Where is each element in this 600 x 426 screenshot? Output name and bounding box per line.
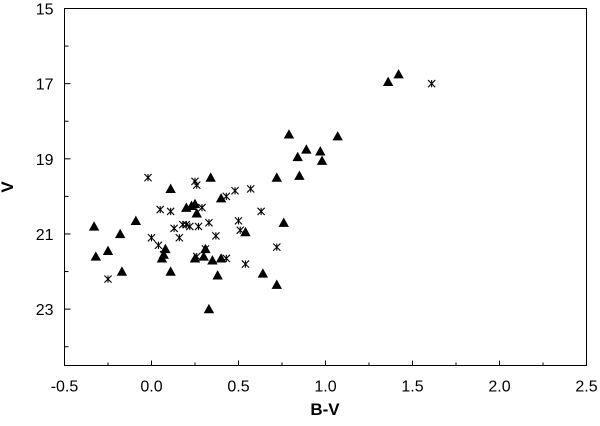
asterisk-point — [159, 250, 168, 259]
triangle-point — [165, 266, 176, 276]
y-tick-label: 21 — [36, 227, 54, 244]
plot-frame — [64, 8, 587, 366]
triangle-point — [215, 253, 227, 263]
asterisk-point — [222, 192, 231, 201]
y-tick-label: 19 — [36, 152, 54, 169]
asterisk-point — [147, 233, 156, 242]
triangle-point — [160, 243, 171, 254]
asterisk-point — [241, 260, 250, 269]
triangle-point — [165, 183, 176, 194]
y-axis-title: V — [0, 181, 17, 193]
asterisk-point — [222, 254, 231, 263]
triangle-point — [198, 251, 209, 261]
triangle-point — [189, 198, 201, 209]
triangle-point — [294, 170, 305, 180]
triangle-point — [203, 303, 215, 314]
x-tick-label: 1.5 — [401, 379, 423, 396]
asterisk-point — [154, 241, 163, 250]
asterisk-point — [185, 222, 194, 231]
y-tick-label: 15 — [36, 2, 54, 19]
triangle-point — [283, 129, 295, 139]
triangle-point — [301, 144, 312, 154]
triangle-point — [393, 69, 404, 79]
y-axis-ticks: 15 17 19 21 23 — [36, 2, 71, 348]
triangle-point — [215, 193, 227, 203]
asterisk-point — [201, 245, 210, 253]
triangle-point — [271, 172, 282, 182]
data-markers — [88, 69, 436, 314]
y-tick-label: 17 — [36, 77, 54, 94]
asterisk-point — [178, 220, 187, 229]
triangle-point — [332, 131, 343, 141]
asterisk-point — [257, 207, 266, 216]
asterisk-point — [194, 222, 203, 231]
asterisk-point — [272, 243, 281, 252]
x-axis-ticks: -0.5 0.0 0.5 1.0 1.5 2.0 2.5 — [51, 360, 598, 396]
triangle-point — [90, 251, 102, 261]
x-tick-label: -0.5 — [51, 379, 79, 396]
triangle-point — [130, 215, 142, 225]
triangle-point — [271, 279, 282, 289]
triangle-point — [114, 228, 126, 239]
triangle-point — [257, 268, 269, 278]
triangle-point — [102, 245, 114, 256]
asterisk-point — [192, 252, 201, 261]
asterisk-point — [234, 216, 243, 225]
asterisk-point — [236, 226, 245, 235]
asterisk-point — [175, 233, 184, 242]
triangle-point — [240, 226, 251, 237]
asterisk-point — [246, 184, 255, 193]
asterisk-point — [204, 218, 213, 227]
x-tick-label: 0.5 — [227, 379, 249, 396]
asterisk-point — [104, 275, 112, 284]
x-axis-title: B-V — [310, 400, 340, 419]
triangle-point — [191, 208, 202, 218]
triangle-point — [315, 146, 326, 156]
x-tick-label: 2.5 — [575, 379, 597, 396]
asterisk-point — [211, 231, 220, 240]
triangle-point — [88, 221, 100, 231]
triangle-point — [382, 76, 394, 86]
y-tick-label: 23 — [36, 302, 54, 319]
asterisk-point — [170, 224, 179, 233]
x-tick-label: 1.0 — [314, 379, 336, 396]
triangle-point — [116, 266, 128, 276]
triangle-point — [292, 151, 303, 162]
asterisk-point — [192, 181, 201, 190]
x-tick-label: 0.0 — [140, 379, 162, 396]
x-tick-label: 2.0 — [488, 379, 510, 396]
asterisk-point — [156, 205, 165, 214]
triangle-point — [205, 172, 216, 182]
asterisk-point — [197, 203, 206, 212]
triangle-point — [316, 155, 328, 165]
triangle-point — [278, 217, 289, 227]
asterisk-point — [427, 79, 436, 88]
asterisk-point — [166, 207, 175, 216]
triangle-point — [212, 270, 223, 280]
asterisk-point — [231, 186, 240, 195]
triangle-point — [207, 255, 218, 265]
asterisk-point — [144, 173, 153, 182]
